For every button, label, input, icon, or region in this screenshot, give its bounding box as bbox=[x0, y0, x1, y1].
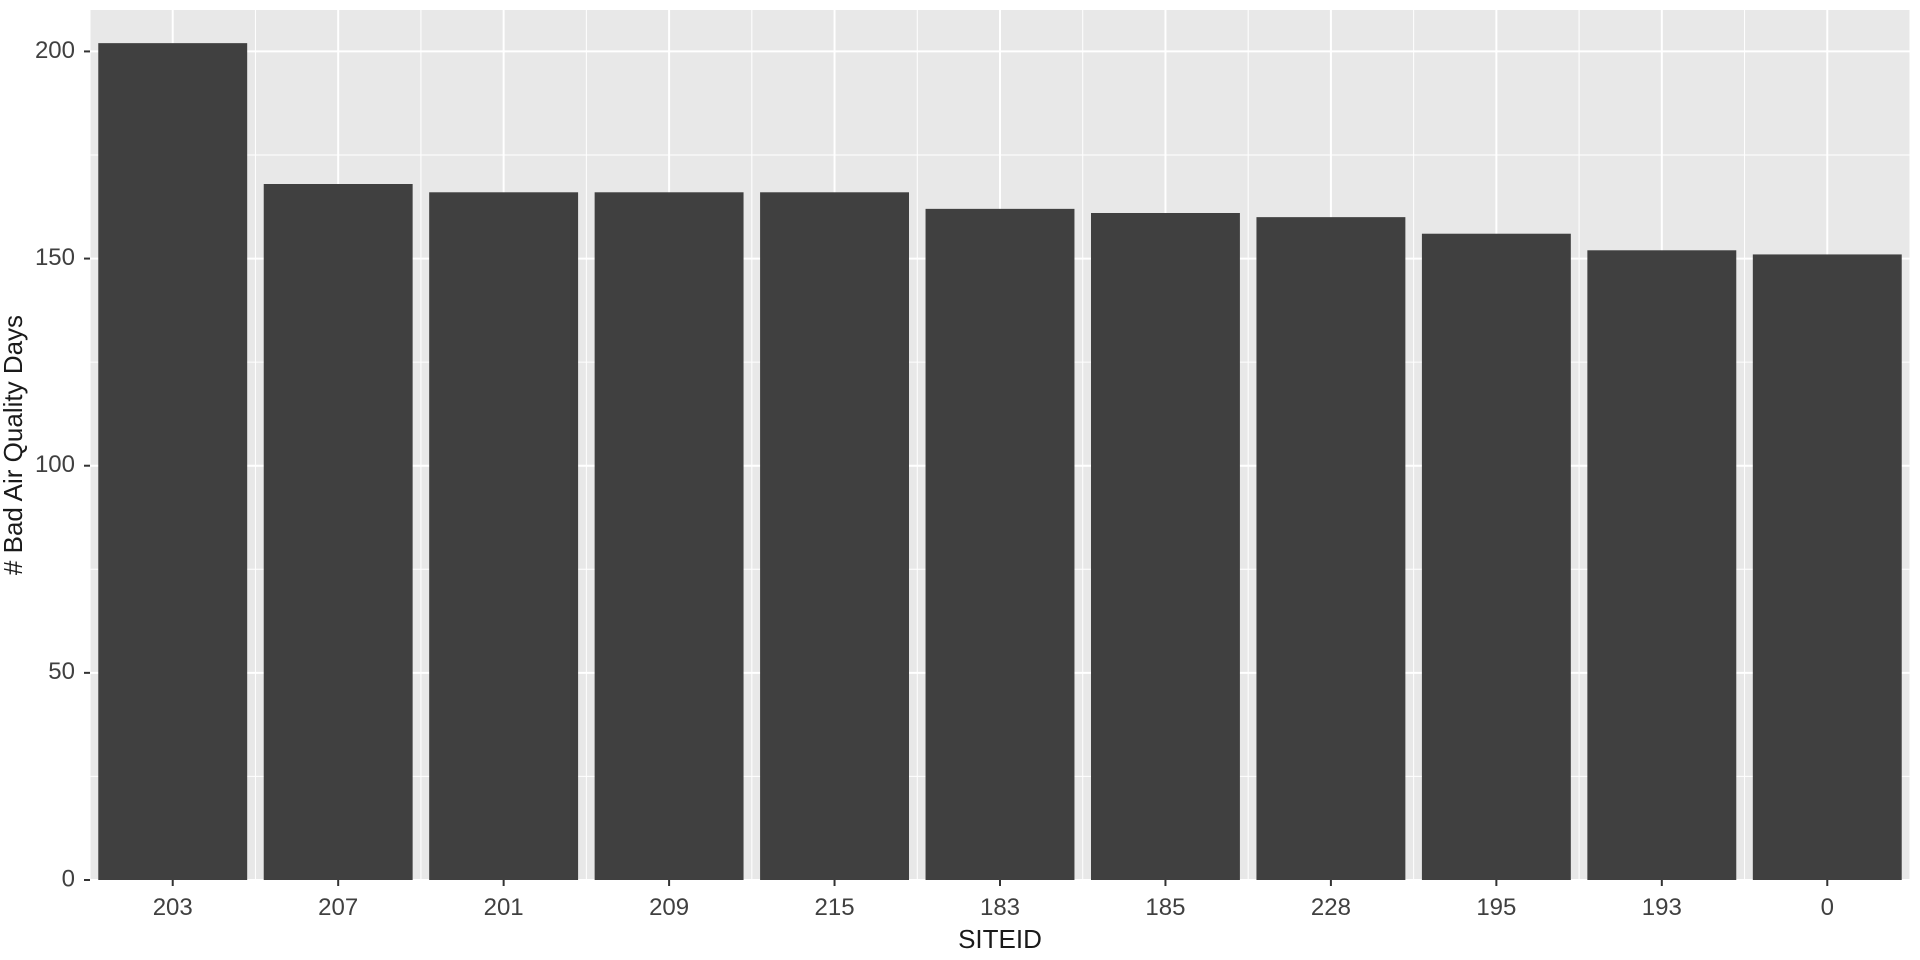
bar-chart: 0 50 100 150 200 203 207 201 209 215 183 185 228 195 1… bbox=[0, 0, 1920, 960]
x-tick-label: 207 bbox=[318, 894, 358, 921]
y-axis-label: # Bad Air Quality Days bbox=[0, 315, 28, 575]
chart-svg: 0 50 100 150 200 203 207 201 209 215 183 185 228 195 1… bbox=[0, 0, 1920, 960]
bar bbox=[264, 184, 413, 880]
bar bbox=[429, 192, 578, 880]
x-tick-label: 209 bbox=[649, 894, 689, 921]
x-tick-label: 203 bbox=[153, 894, 193, 921]
bar bbox=[1587, 250, 1736, 880]
x-tick-label: 215 bbox=[815, 894, 855, 921]
x-tick-label: 193 bbox=[1642, 894, 1682, 921]
bar bbox=[595, 192, 744, 880]
x-tick-label: 195 bbox=[1476, 894, 1516, 921]
bar bbox=[1753, 254, 1902, 880]
y-tick-label: 150 bbox=[35, 244, 75, 271]
x-tick-label: 183 bbox=[980, 894, 1020, 921]
y-tick-label: 0 bbox=[62, 865, 75, 892]
bar bbox=[760, 192, 909, 880]
x-tick-label: 228 bbox=[1311, 894, 1351, 921]
bar bbox=[1422, 234, 1571, 880]
y-tick-label: 200 bbox=[35, 37, 75, 64]
y-tick-label: 100 bbox=[35, 451, 75, 478]
x-tick-label: 0 bbox=[1821, 894, 1834, 921]
bar bbox=[98, 43, 247, 880]
bar bbox=[1091, 213, 1240, 880]
x-tick-label: 201 bbox=[484, 894, 524, 921]
x-axis-label: SITEID bbox=[958, 924, 1042, 954]
bar bbox=[1256, 217, 1405, 880]
x-tick-label: 185 bbox=[1145, 894, 1185, 921]
y-tick-label: 50 bbox=[48, 658, 75, 685]
bar bbox=[926, 209, 1075, 880]
